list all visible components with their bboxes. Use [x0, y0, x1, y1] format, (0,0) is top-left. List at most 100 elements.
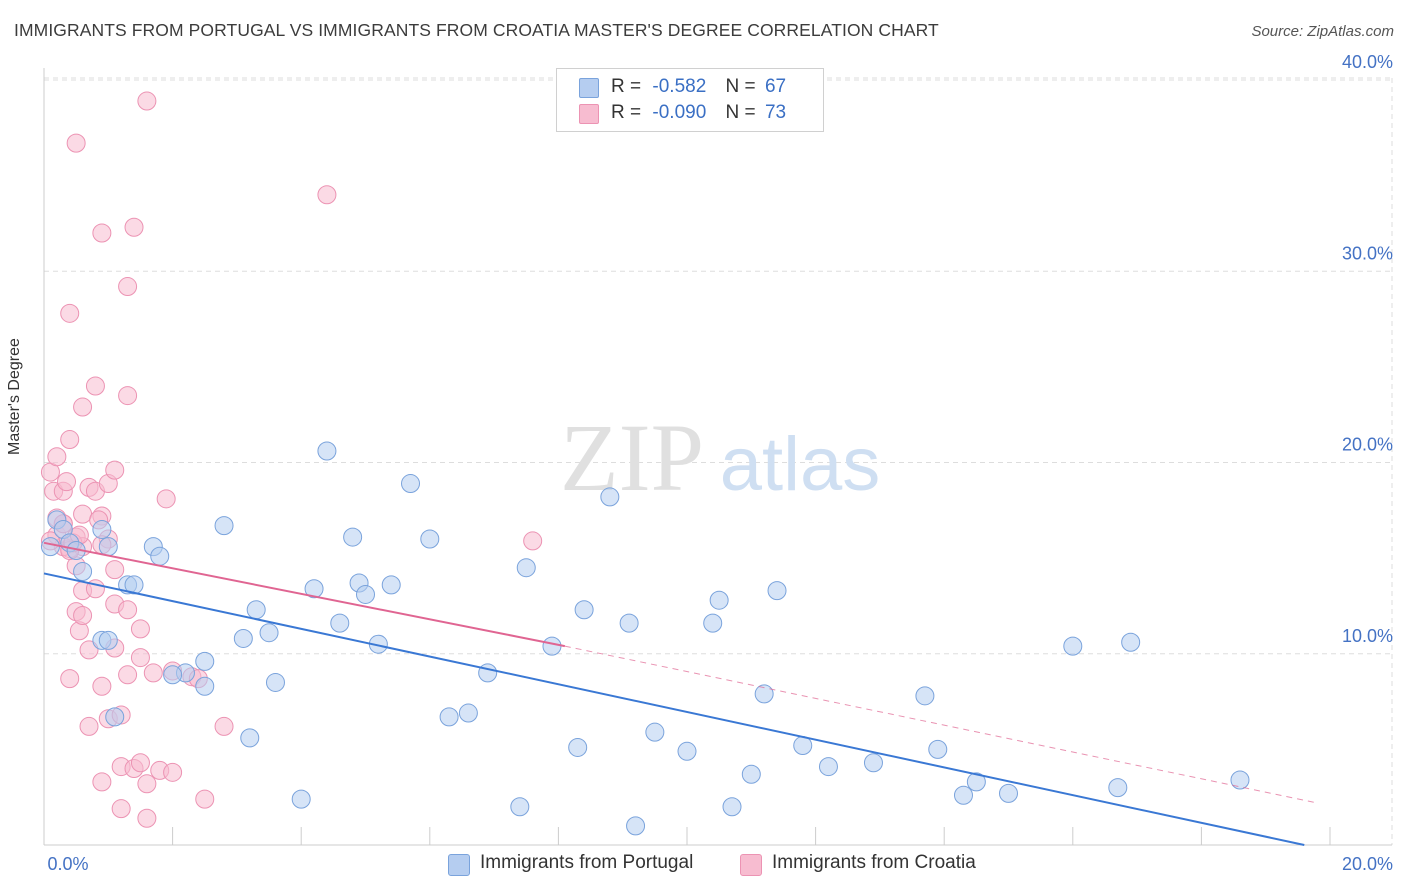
portugal-n-label: N = — [725, 76, 756, 97]
axes — [43, 68, 1392, 846]
portugal-point — [246, 600, 266, 620]
portugal-point — [73, 562, 93, 582]
portugal-point — [92, 519, 112, 539]
portugal-legend-label: Immigrants from Portugal — [480, 852, 694, 873]
portugal-point — [818, 757, 838, 777]
croatia-point — [57, 472, 77, 492]
croatia-point — [85, 376, 105, 396]
croatia-points — [40, 91, 543, 828]
portugal-point — [401, 474, 421, 494]
portugal-point — [420, 529, 440, 549]
croatia-point — [214, 716, 234, 736]
portugal-point — [458, 703, 478, 723]
portugal-point — [233, 628, 253, 648]
portugal-point — [754, 684, 774, 704]
portugal-point — [439, 707, 459, 727]
portugal-point — [1230, 770, 1250, 790]
croatia-point — [66, 133, 86, 153]
croatia-legend-label: Immigrants from Croatia — [772, 852, 976, 873]
portugal-point — [240, 728, 260, 748]
croatia-point — [105, 560, 125, 580]
portugal-point — [214, 516, 234, 536]
croatia-point — [163, 762, 183, 782]
portugal-point — [343, 527, 363, 547]
correlation-legend: R = -0.582 N = 67 R = -0.090 N = 73 — [556, 68, 824, 132]
croatia-point — [130, 619, 150, 639]
croatia-point — [79, 716, 99, 736]
croatia-point — [118, 277, 138, 297]
y-tick-label: 40.0% — [1342, 52, 1393, 72]
portugal-point — [304, 579, 324, 599]
croatia-point — [73, 397, 93, 417]
croatia-point — [118, 665, 138, 685]
croatia-trend-extension — [564, 645, 1318, 804]
croatia-point — [60, 303, 80, 323]
portugal-point — [626, 816, 646, 836]
portugal-point — [741, 764, 761, 784]
croatia-point — [523, 531, 543, 551]
portugal-point — [259, 623, 279, 643]
x-tick-label-min: 0.0% — [47, 854, 88, 874]
croatia-trend-line — [43, 541, 566, 648]
portugal-point — [600, 487, 620, 507]
croatia-point — [111, 799, 131, 819]
portugal-point — [381, 575, 401, 595]
tick-labels: 10.0% 20.0% 30.0% 40.0% 0.0% 20.0% — [47, 52, 1393, 874]
croatia-point — [130, 648, 150, 668]
croatia-point — [143, 663, 163, 683]
portugal-point — [98, 630, 118, 650]
portugal-point — [966, 772, 986, 792]
chart-title: IMMIGRANTS FROM PORTUGAL VS IMMIGRANTS F… — [14, 20, 939, 40]
croatia-point — [195, 789, 215, 809]
portugal-point — [195, 651, 215, 671]
croatia-point — [137, 774, 157, 794]
portugal-point — [542, 636, 562, 656]
portugal-r-value: -0.582 — [652, 76, 707, 97]
portugal-point — [124, 575, 144, 595]
watermark-atlas: atlas — [720, 422, 881, 507]
portugal-point — [953, 785, 973, 805]
croatia-point — [92, 676, 112, 696]
portugal-point — [645, 722, 665, 742]
croatia-point — [79, 640, 99, 660]
x-tick-label-max: 20.0% — [1342, 854, 1393, 874]
croatia-point — [105, 460, 125, 480]
portugal-swatch — [579, 78, 599, 98]
portugal-point — [317, 441, 337, 461]
croatia-point — [60, 430, 80, 450]
portugal-point — [619, 613, 639, 633]
watermark-zip: ZIP — [560, 404, 704, 511]
croatia-point — [317, 185, 337, 205]
croatia-point — [156, 489, 176, 509]
portugal-point — [677, 741, 697, 761]
portugal-point — [291, 789, 311, 809]
y-tick-label: 20.0% — [1342, 435, 1393, 455]
portugal-point — [574, 600, 594, 620]
croatia-point — [137, 808, 157, 828]
portugal-r-label: R = — [611, 76, 642, 97]
portugal-legend-swatch — [448, 854, 470, 876]
croatia-r-label: R = — [611, 102, 642, 123]
portugal-point — [915, 686, 935, 706]
y-axis-label: Master's Degree — [6, 338, 23, 455]
portugal-point — [568, 737, 588, 757]
y-tick-label: 10.0% — [1342, 626, 1393, 646]
portugal-n-value: 67 — [764, 76, 787, 97]
grid-lines — [44, 77, 1393, 845]
croatia-n-value: 73 — [764, 102, 787, 123]
portugal-point — [928, 739, 948, 759]
croatia-point — [47, 447, 67, 467]
croatia-point — [118, 600, 138, 620]
croatia-point — [118, 386, 138, 406]
portugal-point — [767, 581, 787, 601]
portugal-point — [40, 537, 60, 557]
croatia-point — [92, 772, 112, 792]
portugal-point — [163, 665, 183, 685]
portugal-point — [105, 707, 125, 727]
y-tick-label: 30.0% — [1342, 243, 1393, 263]
croatia-legend-swatch — [740, 854, 762, 876]
portugal-point — [150, 546, 170, 566]
portugal-point — [510, 797, 530, 817]
portugal-point — [1108, 778, 1128, 798]
